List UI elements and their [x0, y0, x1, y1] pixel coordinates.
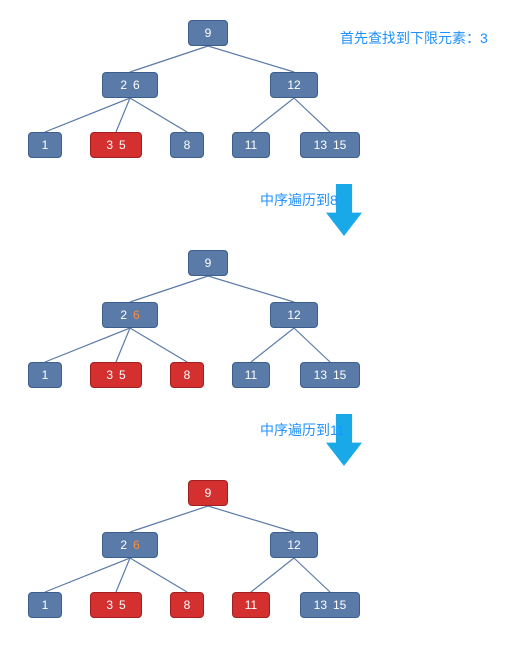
node-key: 13 — [314, 598, 327, 612]
node-key: 11 — [245, 598, 257, 612]
tree-node-l5: 13 15 — [300, 132, 360, 158]
tree-3: 926121358111315中序遍历到11 — [10, 470, 508, 640]
tree-2: 926121358111315中序遍历到8 — [10, 240, 508, 410]
node-key: 12 — [287, 78, 300, 92]
tree-node-a: 26 — [102, 532, 158, 558]
node-key: 12 — [287, 308, 300, 322]
tree-node-a: 26 — [102, 72, 158, 98]
node-key: 11 — [245, 368, 257, 382]
tree-caption: 首先查找到下限元素：3 — [340, 28, 488, 48]
transition-arrow — [10, 410, 508, 470]
tree-1: 926121358111315首先查找到下限元素：3 — [10, 10, 508, 180]
node-key: 9 — [205, 256, 212, 270]
node-key: 12 — [287, 538, 300, 552]
tree-node-l5: 13 15 — [300, 592, 360, 618]
node-key: 3 — [106, 138, 113, 152]
node-key: 3 — [106, 598, 113, 612]
node-key: 11 — [245, 138, 257, 152]
tree-node-l1: 1 — [28, 592, 62, 618]
tree-node-l4: 11 — [232, 362, 270, 388]
tree-node-r: 9 — [188, 480, 228, 506]
tree-node-b: 12 — [270, 532, 318, 558]
tree-node-a: 26 — [102, 302, 158, 328]
tree-node-l1: 1 — [28, 132, 62, 158]
node-key: 6 — [133, 538, 140, 552]
tree-node-l3: 8 — [170, 592, 204, 618]
node-key: 9 — [205, 486, 212, 500]
node-key: 5 — [119, 598, 126, 612]
tree-node-l3: 8 — [170, 362, 204, 388]
tree-node-r: 9 — [188, 20, 228, 46]
node-key: 8 — [184, 138, 191, 152]
tree-node-b: 12 — [270, 302, 318, 328]
tree-node-l3: 8 — [170, 132, 204, 158]
node-key: 9 — [205, 26, 212, 40]
tree-caption: 中序遍历到8 — [260, 190, 338, 210]
node-key: 6 — [133, 308, 140, 322]
node-key: 3 — [106, 368, 113, 382]
node-key: 15 — [333, 138, 346, 152]
tree-caption: 中序遍历到11 — [260, 420, 345, 440]
node-key: 15 — [333, 368, 346, 382]
node-key: 13 — [314, 138, 327, 152]
node-key: 5 — [119, 138, 126, 152]
node-key: 6 — [133, 78, 140, 92]
diagram-root: 926121358111315首先查找到下限元素：392612135811131… — [10, 10, 508, 640]
node-key: 15 — [333, 598, 346, 612]
node-key: 13 — [314, 368, 327, 382]
node-key: 8 — [184, 598, 191, 612]
tree-node-b: 12 — [270, 72, 318, 98]
tree-node-l2: 35 — [90, 132, 142, 158]
node-key: 1 — [42, 368, 49, 382]
node-key: 1 — [42, 138, 49, 152]
tree-node-l4: 11 — [232, 592, 270, 618]
node-key: 1 — [42, 598, 49, 612]
node-key: 8 — [184, 368, 191, 382]
tree-node-l5: 13 15 — [300, 362, 360, 388]
tree-node-l1: 1 — [28, 362, 62, 388]
transition-arrow — [10, 180, 508, 240]
tree-node-l2: 35 — [90, 592, 142, 618]
node-key: 2 — [120, 538, 127, 552]
tree-node-r: 9 — [188, 250, 228, 276]
node-key: 2 — [120, 78, 127, 92]
tree-node-l4: 11 — [232, 132, 270, 158]
node-key: 2 — [120, 308, 127, 322]
tree-node-l2: 35 — [90, 362, 142, 388]
node-key: 5 — [119, 368, 126, 382]
